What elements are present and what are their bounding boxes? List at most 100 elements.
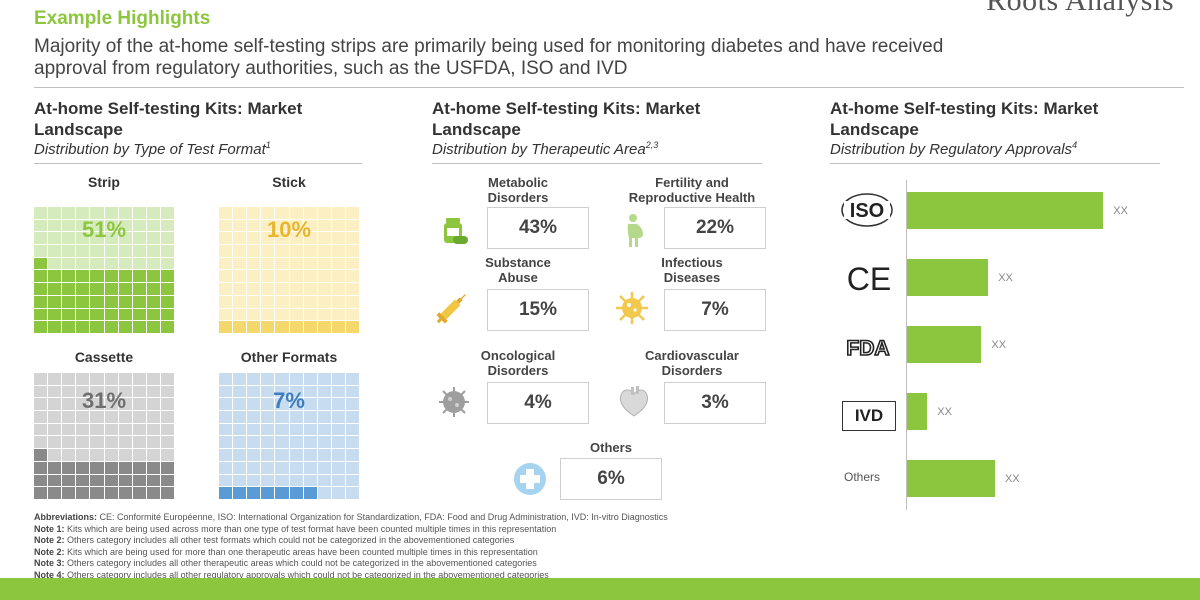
waffle-cell [303, 423, 317, 436]
waffle-cell [118, 295, 132, 308]
waffle-cell [233, 436, 247, 449]
waffle-cell [331, 257, 345, 270]
waffle-cell [303, 487, 317, 499]
waffle-cell [289, 449, 303, 461]
waffle-cell [34, 487, 48, 499]
waffle-cell [247, 321, 261, 333]
waffle-cell [48, 487, 62, 499]
waffle-cell [331, 219, 345, 232]
waffle-cell [219, 411, 233, 423]
page-title: Example Highlights [34, 8, 211, 29]
waffle-cell [146, 207, 160, 219]
waffle-cell [90, 245, 104, 257]
waffle-cell [160, 207, 174, 219]
waffle-cell [289, 245, 303, 257]
waffle-cell [331, 373, 345, 385]
waffle-cell [104, 373, 118, 385]
waffle-label-cassette: Cassette [74, 349, 134, 365]
waffle-cell [219, 423, 233, 436]
waffle-cell [219, 295, 233, 308]
waffle-cell [34, 270, 48, 283]
waffle-cell [118, 232, 132, 245]
waffle-cell [261, 270, 275, 283]
note-line: Note 2: Kits which are being used for mo… [34, 546, 538, 557]
waffle-cell [48, 245, 62, 257]
waffle-cell [247, 423, 261, 436]
waffle-cell [146, 461, 160, 474]
test-format-panel-subtitle: Distribution by Type of Test Format1 [34, 140, 271, 158]
waffle-cell [331, 487, 345, 499]
waffle-cell [62, 232, 76, 245]
waffle-cell [76, 257, 90, 270]
waffle-cell [34, 373, 48, 385]
waffle-cell [48, 411, 62, 423]
bar-ce [907, 259, 989, 296]
waffle-cell [160, 436, 174, 449]
waffle-cell [90, 232, 104, 245]
waffle-cell [233, 461, 247, 474]
waffle-cell [118, 474, 132, 487]
ivd-logo: IVD [842, 401, 896, 431]
waffle-cell [146, 385, 160, 398]
waffle-cell [331, 283, 345, 295]
waffle-cell [132, 219, 146, 232]
waffle-cell [90, 398, 104, 411]
waffle-cell [317, 411, 331, 423]
waffle-cell [62, 283, 76, 295]
waffle-cell [90, 308, 104, 321]
waffle-cell [247, 474, 261, 487]
waffle-cell [345, 308, 359, 321]
waffle-cell [261, 385, 275, 398]
waffle-cell [247, 245, 261, 257]
waffle-cell [233, 385, 247, 398]
waffle-cell [76, 270, 90, 283]
waffle-cell [345, 207, 359, 219]
waffle-cell [34, 436, 48, 449]
waffle-cell [275, 283, 289, 295]
waffle-cell [247, 295, 261, 308]
logo: Roots Analysis [986, 0, 1174, 17]
waffle-cell [247, 308, 261, 321]
fda-logo: FDA [840, 331, 896, 363]
area-value-oncological: 4% [487, 382, 589, 424]
waffle-cell [289, 308, 303, 321]
waffle-cell [219, 257, 233, 270]
waffle-cell [62, 461, 76, 474]
waffle-cell [160, 257, 174, 270]
waffle-cell [331, 270, 345, 283]
waffle-cell [303, 449, 317, 461]
others-category-label: Others [844, 470, 881, 484]
waffle-cell [48, 232, 62, 245]
area-value-fertility: 22% [664, 207, 766, 249]
waffle-cell [76, 449, 90, 461]
waffle-cell [331, 398, 345, 411]
waffle-cell [132, 385, 146, 398]
waffle-cell [219, 449, 233, 461]
waffle-cell [275, 449, 289, 461]
waffle-cell [317, 321, 331, 333]
waffle-cell [104, 449, 118, 461]
waffle-cell [261, 461, 275, 474]
waffle-cell [90, 219, 104, 232]
note-line: Note 4: Others category includes all oth… [34, 569, 549, 580]
bar-chart-axis [906, 180, 907, 510]
waffle-cell [104, 257, 118, 270]
waffle-cell [76, 474, 90, 487]
waffle-cell [132, 245, 146, 257]
waffle-cell [275, 411, 289, 423]
area-value-metabolic: 43% [487, 207, 589, 249]
area-value-cardiovascular: 3% [664, 382, 766, 424]
waffle-cell [34, 283, 48, 295]
waffle-cell [160, 487, 174, 499]
waffle-cell [275, 423, 289, 436]
waffle-cell [233, 219, 247, 232]
waffle-cell [331, 295, 345, 308]
waffle-cell [90, 411, 104, 423]
waffle-cell [275, 385, 289, 398]
area-label-metabolic: Metabolic Disorders [487, 175, 549, 205]
waffle-cell [76, 423, 90, 436]
waffle-cell [48, 207, 62, 219]
waffle-cell [345, 219, 359, 232]
waffle-cell [118, 398, 132, 411]
ce-logo-text: CE [847, 261, 891, 296]
